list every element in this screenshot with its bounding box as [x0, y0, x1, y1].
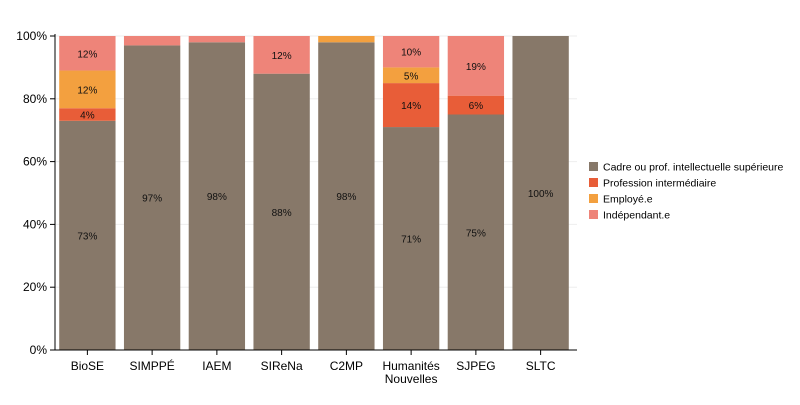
- legend-swatch: [589, 178, 598, 187]
- legend-swatch: [589, 210, 598, 219]
- data-label: 75%: [466, 228, 486, 239]
- y-tick-label: 0%: [30, 343, 48, 357]
- data-label: 100%: [528, 189, 554, 200]
- y-tick-label: 20%: [23, 280, 47, 294]
- bar-segment: [123, 45, 181, 351]
- data-label: 5%: [404, 71, 419, 82]
- bar-segment: [253, 36, 310, 74]
- bar-segment: [59, 36, 116, 71]
- y-tick-label: 40%: [23, 217, 47, 231]
- data-label: 10%: [401, 48, 421, 59]
- legend-label: Profession intermédiaire: [603, 178, 716, 190]
- bar-segment: [59, 108, 116, 121]
- data-label: 12%: [77, 49, 97, 60]
- legend-swatch: [589, 194, 598, 203]
- x-tick-label: SJPEG: [456, 359, 495, 373]
- data-label: 97%: [142, 194, 162, 205]
- x-tick-label: SLTC: [526, 359, 556, 373]
- x-tick-label: SIReNa: [261, 359, 303, 373]
- data-label: 12%: [272, 51, 292, 62]
- bar-segment: [188, 42, 246, 350]
- data-label: 12%: [77, 85, 97, 96]
- legend-label: Employé.e: [603, 194, 653, 206]
- bar-segment: [318, 42, 375, 350]
- bar-segment: [382, 127, 440, 350]
- bar-segment: [382, 83, 440, 128]
- bar-segment: [59, 120, 116, 350]
- y-tick-label: 80%: [23, 92, 47, 106]
- x-tick-label: IAEM: [202, 359, 231, 373]
- x-tick-label: Humanités: [382, 359, 439, 373]
- bar-segment: [188, 36, 246, 43]
- legend-swatch: [589, 162, 598, 171]
- bar-segment: [447, 114, 505, 350]
- y-tick-label: 60%: [23, 155, 47, 169]
- data-label: 6%: [469, 101, 484, 112]
- bar-segment: [253, 73, 310, 351]
- data-label: 14%: [401, 101, 421, 112]
- y-tick-label: 100%: [16, 29, 47, 43]
- data-label: 73%: [77, 231, 97, 242]
- bar-segment: [512, 36, 569, 350]
- data-label: 71%: [401, 235, 421, 246]
- data-label: 19%: [466, 62, 486, 73]
- legend-label: Cadre ou prof. intellectuelle supérieure: [603, 162, 784, 174]
- bar-segment: [318, 36, 375, 43]
- legend-label: Indépendant.e: [603, 210, 670, 222]
- data-label: 88%: [272, 208, 292, 219]
- data-label: 98%: [207, 192, 227, 203]
- bar-segment: [447, 95, 505, 115]
- x-tick-label: SIMPPÉ: [129, 358, 174, 373]
- x-tick-label: C2MP: [330, 359, 363, 373]
- x-tick-label: Nouvelles: [385, 372, 438, 386]
- x-tick-label: BioSE: [71, 359, 104, 373]
- bar-segment: [382, 67, 440, 84]
- bar-segment: [123, 36, 181, 46]
- bar-segment: [382, 36, 440, 68]
- bar-segment: [59, 70, 116, 109]
- data-label: 98%: [336, 192, 356, 203]
- data-label: 4%: [80, 111, 95, 122]
- bar-segment: [447, 36, 505, 96]
